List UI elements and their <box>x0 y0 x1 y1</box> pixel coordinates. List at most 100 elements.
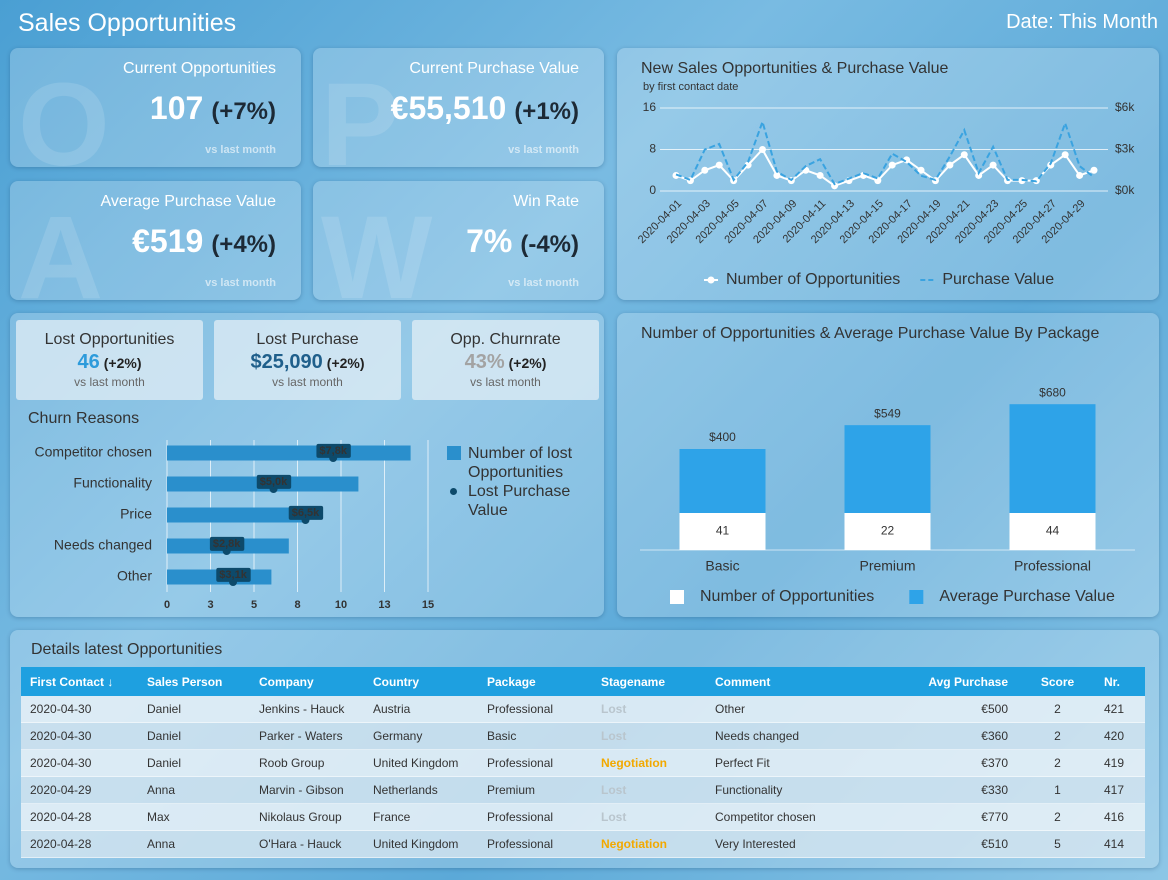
kpi-value: 46 <box>77 351 100 373</box>
table-cell: Nikolaus Group <box>250 803 364 831</box>
kpi-label: Current Opportunities <box>123 60 276 77</box>
table-row: 2020-04-29 Anna Marvin - Gibson Netherlands… <box>21 776 1145 804</box>
table-cell: Anna <box>138 776 250 804</box>
legend-swatch <box>707 276 715 284</box>
lost-kpi: Opp. Churnrate 43% (+2%) vs last month <box>412 320 599 400</box>
kpi-change: (-4%) <box>520 231 579 258</box>
data-point <box>744 161 752 169</box>
legend-label: Average Purchase Value <box>939 588 1115 605</box>
y-tick-label: 0 <box>649 183 656 197</box>
table-row: 2020-04-30 Daniel Jenkins - Hauck Austria Pr… <box>21 696 1145 723</box>
table-cell: 419 <box>1095 749 1145 777</box>
table-cell: €360 <box>880 722 1020 750</box>
table-cell: Negotiation <box>592 749 706 777</box>
kpi-label: Lost Opportunities <box>44 331 175 348</box>
table-cell: 2 <box>1020 803 1095 831</box>
table-cell: €500 <box>880 696 1020 723</box>
watermark: W <box>321 192 433 300</box>
kpi-value-row: $25,090 (+2%) <box>214 351 401 374</box>
x-tick-label: 5 <box>251 599 257 611</box>
table-cell: Lost <box>592 803 706 831</box>
x-tick-label: 8 <box>294 599 300 611</box>
y-tick-label: 8 <box>649 142 656 156</box>
x-tick-label: 13 <box>378 599 390 611</box>
table-cell: Anna <box>138 830 250 858</box>
y-tick-label: Needs changed <box>54 537 152 553</box>
table-cell: Germany <box>364 722 478 750</box>
data-label: $549 <box>874 406 901 420</box>
data-point <box>758 146 766 153</box>
column-header: Score <box>1020 667 1095 696</box>
kpi-note: vs last month <box>508 277 579 289</box>
column-header: Package <box>478 667 592 696</box>
table-cell: 2020-04-29 <box>21 776 138 804</box>
legend-label: Lost Purchase Value <box>468 483 571 519</box>
legend-label: Number of lost Opportunities <box>468 445 573 481</box>
legend-swatch <box>909 590 924 604</box>
data-point <box>831 182 839 190</box>
data-label: $5,0k <box>260 476 288 488</box>
table-cell: Negotiation <box>592 830 706 858</box>
table-cell: Daniel <box>138 696 250 723</box>
y-tick-label: Other <box>117 568 152 584</box>
date-filter[interactable]: Date: This Month <box>1006 11 1158 33</box>
x-tick-label: 0 <box>164 599 170 611</box>
watermark: O <box>18 59 110 167</box>
table-cell: 2020-04-30 <box>21 696 138 723</box>
kpi-note: vs last month <box>470 375 541 389</box>
data-point <box>1047 161 1055 169</box>
data-label: $6,5k <box>292 507 320 519</box>
y-tick-label: Competitor chosen <box>34 444 152 460</box>
column-header: Company <box>250 667 364 696</box>
column-header: Stagename <box>592 667 706 696</box>
table-cell: 1 <box>1020 776 1095 804</box>
table-cell: United Kingdom <box>364 830 478 858</box>
data-label-box <box>288 505 324 520</box>
table-cell: Needs changed <box>706 722 880 750</box>
kpi-change: (+1%) <box>514 98 579 125</box>
kpi-value: 7% <box>466 223 513 259</box>
column-header: Country <box>364 667 478 696</box>
table-row: 2020-04-30 Daniel Parker - Waters Germany Ba… <box>21 722 1145 750</box>
table-cell: Perfect Fit <box>706 749 880 777</box>
table-cell: Functionality <box>706 776 880 804</box>
kpi-label: Current Purchase Value <box>409 60 579 77</box>
y-tick-label: 16 <box>643 100 657 114</box>
data-label-box <box>216 567 251 582</box>
data-point <box>975 171 983 179</box>
x-tick-label: 15 <box>422 599 434 611</box>
x-tick-label: Professional <box>1014 558 1091 574</box>
kpi-card: P Current Purchase Value €55,510 (+1%) vs la… <box>313 48 604 167</box>
kpi-note: vs last month <box>508 144 579 156</box>
table-cell: 414 <box>1095 830 1145 858</box>
table-cell: Max <box>138 803 250 831</box>
table-cell: 421 <box>1095 696 1145 723</box>
kpi-label: Opp. Churnrate <box>450 331 561 348</box>
table-cell: €370 <box>880 749 1020 777</box>
column-header: Comment <box>706 667 880 696</box>
column-header: First Contact ↓ <box>21 667 138 696</box>
data-point <box>960 151 968 159</box>
legend-label: Number of Opportunities <box>700 588 874 605</box>
legend-swatch <box>450 488 457 495</box>
table-row: 2020-04-30 Daniel Roob Group United Kingdom… <box>21 749 1145 777</box>
kpi-change: (+7%) <box>211 98 276 125</box>
kpi-label: Win Rate <box>513 193 579 210</box>
data-label-box <box>316 443 351 458</box>
table-cell: Lost <box>592 696 706 723</box>
data-label: $680 <box>1039 385 1066 399</box>
table-cell: Other <box>706 696 880 723</box>
table-cell: Daniel <box>138 722 250 750</box>
data-label: 22 <box>881 524 895 538</box>
table-cell: €510 <box>880 830 1020 858</box>
table-cell: Lost <box>592 776 706 804</box>
data-point <box>715 161 723 169</box>
legend-item: Lost Purchase Value <box>447 482 588 520</box>
table-row: 2020-04-28 Anna O'Hara - Hauck United Kingd… <box>21 830 1145 858</box>
line-chart-panel <box>617 48 1159 300</box>
table-cell: 416 <box>1095 803 1145 831</box>
bar <box>1009 404 1096 513</box>
table-cell: 2 <box>1020 722 1095 750</box>
x-tick-label: Basic <box>705 558 739 574</box>
